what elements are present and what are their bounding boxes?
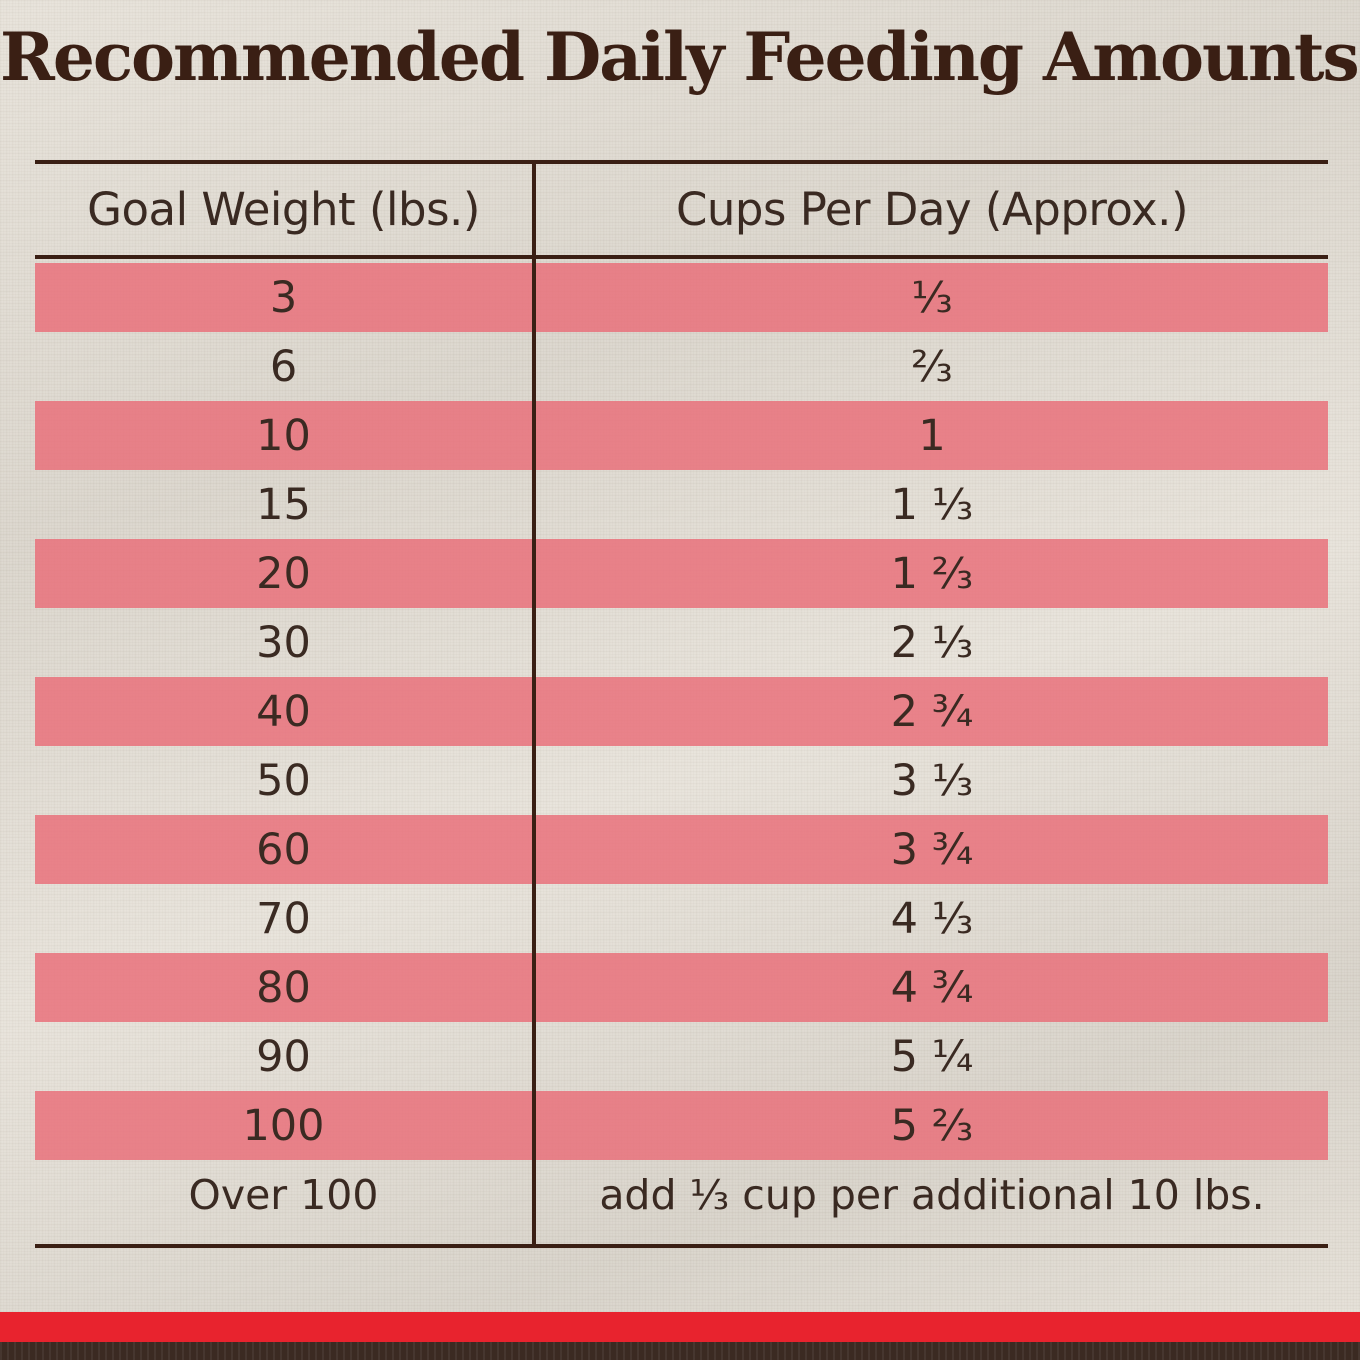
cups-cell: 5 ¼ (890, 1031, 974, 1082)
table-body: 3 ⅓ 6 ⅔ 10 1 15 1 ⅓ 20 1 ⅔ 30 2 ⅓ 40 2 ¾… (35, 263, 1328, 1229)
weight-cell: 3 (269, 272, 298, 323)
cups-cell: ⅔ (911, 341, 953, 392)
cups-cell: 1 (918, 410, 946, 461)
cups-cell: add ⅓ cup per additional 10 lbs. (599, 1170, 1265, 1219)
cups-cell: 4 ⅓ (890, 893, 974, 944)
cups-cell: 2 ⅓ (890, 617, 974, 668)
footer-dark-band (0, 1342, 1360, 1360)
column-divider (532, 164, 536, 1244)
table-row: 6 ⅔ (35, 332, 1328, 401)
table-row: 90 5 ¼ (35, 1022, 1328, 1091)
cups-cell: 1 ⅔ (890, 548, 974, 599)
cups-cell: 3 ¾ (890, 824, 974, 875)
weight-cell: 30 (256, 617, 311, 668)
table-row: 15 1 ⅓ (35, 470, 1328, 539)
footer-red-band (0, 1312, 1360, 1342)
table-row: 100 5 ⅔ (35, 1091, 1328, 1160)
weight-cell: 90 (256, 1031, 311, 1082)
page-title: Recommended Daily Feeding Amounts: (0, 18, 1360, 96)
table-row: 20 1 ⅔ (35, 539, 1328, 608)
weight-cell: 50 (256, 755, 311, 806)
cups-cell: 5 ⅔ (890, 1100, 974, 1151)
cups-cell: 4 ¾ (890, 962, 974, 1013)
cups-cell: ⅓ (911, 272, 953, 323)
weight-cell: 100 (242, 1100, 325, 1151)
table-row: Over 100 add ⅓ cup per additional 10 lbs… (35, 1160, 1328, 1229)
cups-cell: 1 ⅓ (890, 479, 974, 530)
feeding-table: Goal Weight (lbs.) Cups Per Day (Approx.… (35, 160, 1328, 1248)
weight-cell: 60 (256, 824, 311, 875)
table-row: 3 ⅓ (35, 263, 1328, 332)
table-row: 40 2 ¾ (35, 677, 1328, 746)
weight-cell: 80 (256, 962, 311, 1013)
cups-cell: 3 ⅓ (890, 755, 974, 806)
cups-cell: 2 ¾ (890, 686, 974, 737)
weight-cell: 70 (256, 893, 311, 944)
weight-cell: 15 (256, 479, 311, 530)
weight-cell: 10 (256, 410, 311, 461)
table-header: Goal Weight (lbs.) Cups Per Day (Approx.… (35, 164, 1328, 259)
table-row: 60 3 ¾ (35, 815, 1328, 884)
table-row: 80 4 ¾ (35, 953, 1328, 1022)
header-cups-per-day: Cups Per Day (Approx.) (675, 183, 1189, 236)
table-row: 70 4 ⅓ (35, 884, 1328, 953)
table-row: 50 3 ⅓ (35, 746, 1328, 815)
table-row: 10 1 (35, 401, 1328, 470)
header-goal-weight: Goal Weight (lbs.) (87, 183, 480, 236)
table-row: 30 2 ⅓ (35, 608, 1328, 677)
weight-cell: 6 (269, 341, 298, 392)
weight-cell: 20 (256, 548, 311, 599)
weight-cell: Over 100 (188, 1170, 379, 1219)
weight-cell: 40 (256, 686, 311, 737)
